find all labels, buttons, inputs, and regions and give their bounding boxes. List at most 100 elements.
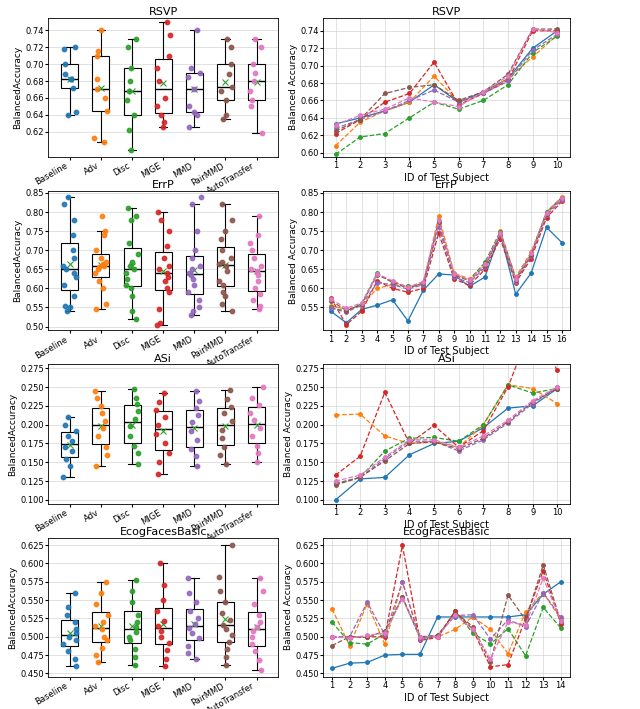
Point xyxy=(227,630,237,641)
AutoTransfer xyxy=(373,269,381,278)
Point xyxy=(246,101,256,112)
Baseline xyxy=(399,650,406,659)
PairMMD xyxy=(529,25,536,33)
MMD xyxy=(430,437,438,445)
Baseline xyxy=(430,440,438,448)
Point xyxy=(194,632,204,644)
Adv xyxy=(388,280,396,289)
Point xyxy=(152,605,162,617)
Point xyxy=(258,586,268,597)
Point xyxy=(71,660,81,671)
AutoTransfer xyxy=(364,631,371,640)
Point xyxy=(69,291,79,302)
Point xyxy=(71,106,81,118)
Disc xyxy=(455,437,463,445)
Point xyxy=(222,393,232,405)
MIGE xyxy=(356,452,364,461)
Baseline xyxy=(455,98,463,106)
Point xyxy=(220,225,230,237)
Point xyxy=(126,145,136,156)
MMD xyxy=(364,598,371,607)
Adv xyxy=(486,625,494,634)
Baseline xyxy=(430,81,438,89)
Adv xyxy=(481,259,489,268)
Point xyxy=(253,609,264,620)
PairMMD xyxy=(358,300,365,308)
Adv xyxy=(358,301,365,310)
PairMMD xyxy=(504,418,512,426)
PairMMD xyxy=(466,277,474,285)
Line: MMD: MMD xyxy=(334,33,559,130)
Point xyxy=(129,383,139,394)
AutoTransfer xyxy=(527,249,535,257)
Point xyxy=(97,642,107,654)
Point xyxy=(186,269,196,281)
Line: AutoTransfer: AutoTransfer xyxy=(329,196,564,310)
Disc xyxy=(554,384,561,393)
Point xyxy=(254,210,264,221)
MMD xyxy=(554,383,561,391)
Disc xyxy=(356,133,364,141)
Point xyxy=(247,245,257,256)
Adv xyxy=(455,443,463,452)
Point xyxy=(253,447,263,459)
Point xyxy=(58,259,68,271)
AutoTransfer xyxy=(466,276,474,284)
PathPatch shape xyxy=(186,609,203,640)
Baseline xyxy=(404,317,412,325)
PathPatch shape xyxy=(248,65,265,100)
Point xyxy=(60,59,70,70)
Point xyxy=(216,86,227,97)
Point xyxy=(248,598,259,610)
Point xyxy=(221,94,231,106)
PairMMD xyxy=(434,631,442,640)
Point xyxy=(249,252,259,264)
Adv xyxy=(451,625,459,634)
Title: EcogFacesBasic: EcogFacesBasic xyxy=(120,527,207,537)
Adv xyxy=(451,269,458,277)
Point xyxy=(218,113,228,125)
Point xyxy=(132,447,143,459)
MIGE xyxy=(381,632,388,641)
AutoTransfer xyxy=(430,98,438,106)
Point xyxy=(120,279,131,290)
PairMMD xyxy=(419,279,427,287)
Point xyxy=(58,471,68,483)
Point xyxy=(196,191,206,203)
MMD xyxy=(332,124,339,133)
Title: ASi: ASi xyxy=(154,354,172,364)
MIGE xyxy=(451,274,458,283)
MIGE xyxy=(373,277,381,285)
MIGE xyxy=(388,284,396,293)
Point xyxy=(70,425,81,436)
Baseline xyxy=(358,305,365,313)
Disc xyxy=(529,48,536,57)
Line: Disc: Disc xyxy=(334,34,559,156)
PathPatch shape xyxy=(186,256,203,294)
Line: MIGE: MIGE xyxy=(330,543,563,669)
Point xyxy=(122,94,132,106)
Disc xyxy=(373,269,381,277)
PairMMD xyxy=(479,434,487,442)
AutoTransfer xyxy=(504,72,512,80)
Point xyxy=(192,460,202,471)
Point xyxy=(61,453,71,464)
Point xyxy=(255,572,265,584)
Point xyxy=(58,638,68,649)
Adv xyxy=(342,305,350,313)
Point xyxy=(101,576,111,588)
PairMMD xyxy=(332,127,339,135)
Point xyxy=(219,408,229,419)
MMD xyxy=(356,116,364,124)
Disc xyxy=(416,634,424,642)
Point xyxy=(98,423,108,434)
AutoTransfer xyxy=(358,298,365,307)
PairMMD xyxy=(346,632,353,641)
Point xyxy=(70,587,80,598)
Disc xyxy=(497,228,504,236)
AutoTransfer xyxy=(504,618,512,626)
Point xyxy=(227,214,237,225)
Baseline xyxy=(434,613,442,621)
PairMMD xyxy=(430,81,438,89)
Point xyxy=(132,248,143,259)
